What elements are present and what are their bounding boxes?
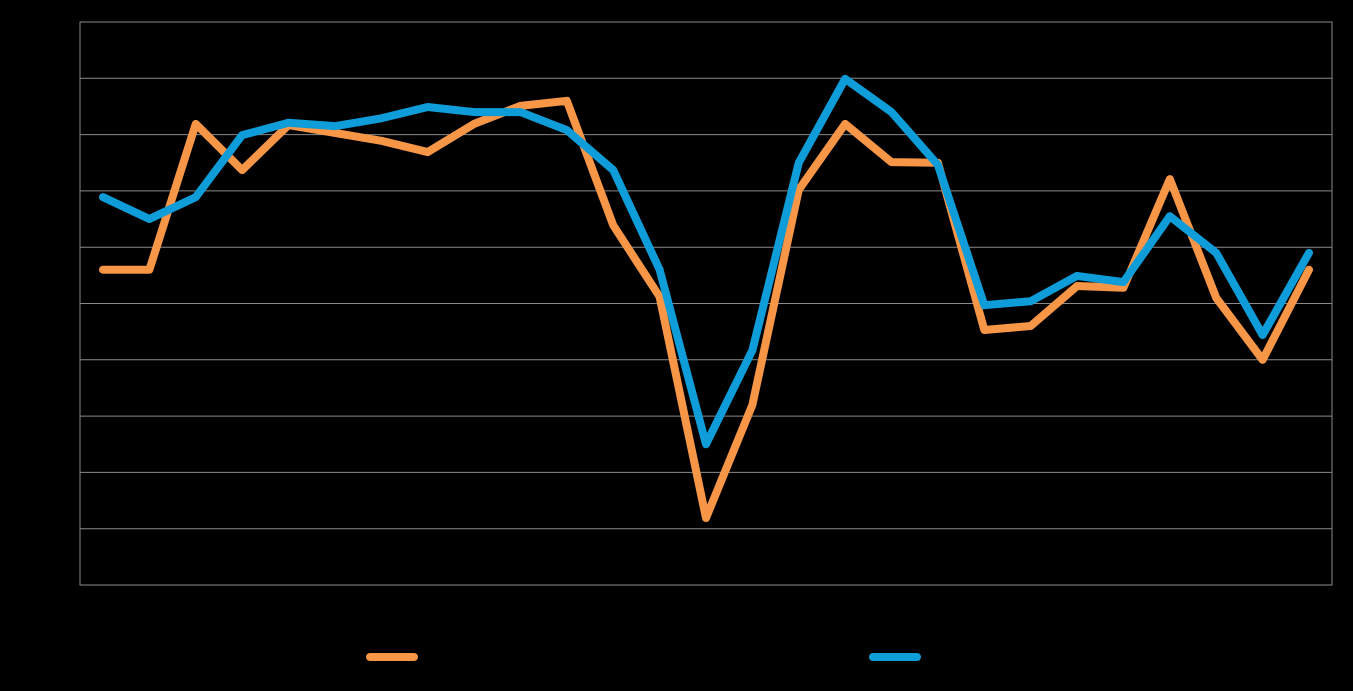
line-series xyxy=(99,74,1313,449)
